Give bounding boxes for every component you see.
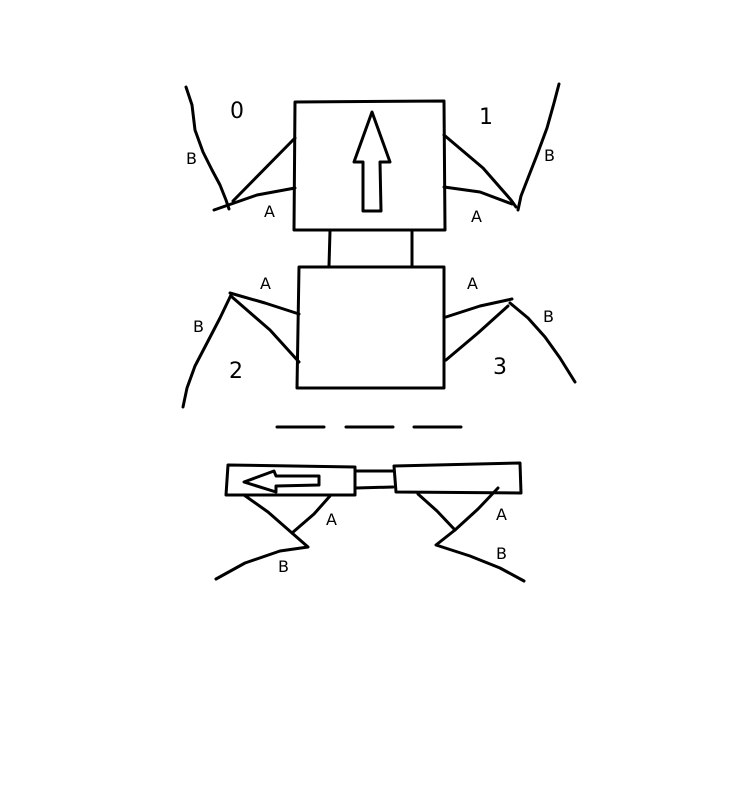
leg-2-segment-b: [181, 293, 233, 409]
leg-3-segment-b: [508, 301, 577, 384]
lower-body-box: [295, 265, 446, 390]
leg-3-number: 3: [493, 355, 507, 380]
leg-0-segment-b-label: B: [186, 149, 197, 168]
leg-3-segment-a: [444, 297, 514, 362]
leg-1-segment-a-label: A: [471, 207, 482, 226]
side-leg-rear-segment-a-label: A: [496, 505, 507, 524]
side-front-body-box: [224, 463, 357, 497]
side-connector: [354, 469, 396, 490]
up-arrow-icon: [352, 110, 392, 213]
side-leg-front-segment-a: [242, 493, 332, 535]
side-leg-front: A B: [214, 493, 337, 581]
leg-0-number: 0: [230, 99, 244, 124]
leg-2-segment-a-label: A: [260, 274, 271, 293]
leg-0-segment-a-label: A: [264, 202, 275, 221]
leg-1: 1 A B: [442, 82, 561, 226]
leg-1-segment-b-label: B: [544, 146, 555, 165]
leg-1-segment-b: [516, 82, 561, 212]
leg-3-segment-b-label: B: [543, 307, 554, 326]
leg-2-segment-b-label: B: [193, 317, 204, 336]
leg-3-segment-a-label: A: [467, 274, 478, 293]
leg-2: 2 A B: [181, 274, 301, 409]
side-leg-front-segment-b: [214, 531, 310, 581]
body-connector: [327, 229, 414, 268]
side-rear-body-box: [392, 461, 523, 495]
side-leg-rear-segment-a: [416, 486, 500, 532]
side-view: A B A B: [214, 461, 526, 583]
side-leg-rear-segment-b: [434, 528, 526, 583]
side-connector-bottom-line: [354, 485, 395, 490]
side-leg-rear-segment-b-label: B: [496, 544, 507, 563]
top-view: 0 A B 1 A B 2 A B 3 A B: [181, 82, 577, 409]
lower-body: [295, 265, 446, 390]
leg-2-number: 2: [229, 359, 243, 384]
side-rear-body: [392, 461, 523, 495]
leg-1-number: 1: [479, 105, 493, 130]
side-leg-rear: A B: [416, 486, 526, 583]
upper-body: [292, 99, 447, 232]
side-leg-front-segment-a-label: A: [326, 510, 337, 529]
leg-0-segment-b: [184, 85, 231, 211]
leg-2-segment-a: [228, 291, 301, 364]
leg-1-segment-a: [442, 133, 518, 209]
leg-3: 3 A B: [444, 274, 577, 384]
leg-0: 0 A B: [184, 85, 297, 221]
connector-left-line: [327, 229, 332, 268]
left-arrow-icon: [242, 469, 321, 494]
side-front-body: [224, 463, 357, 497]
side-leg-front-segment-b-label: B: [278, 557, 289, 576]
